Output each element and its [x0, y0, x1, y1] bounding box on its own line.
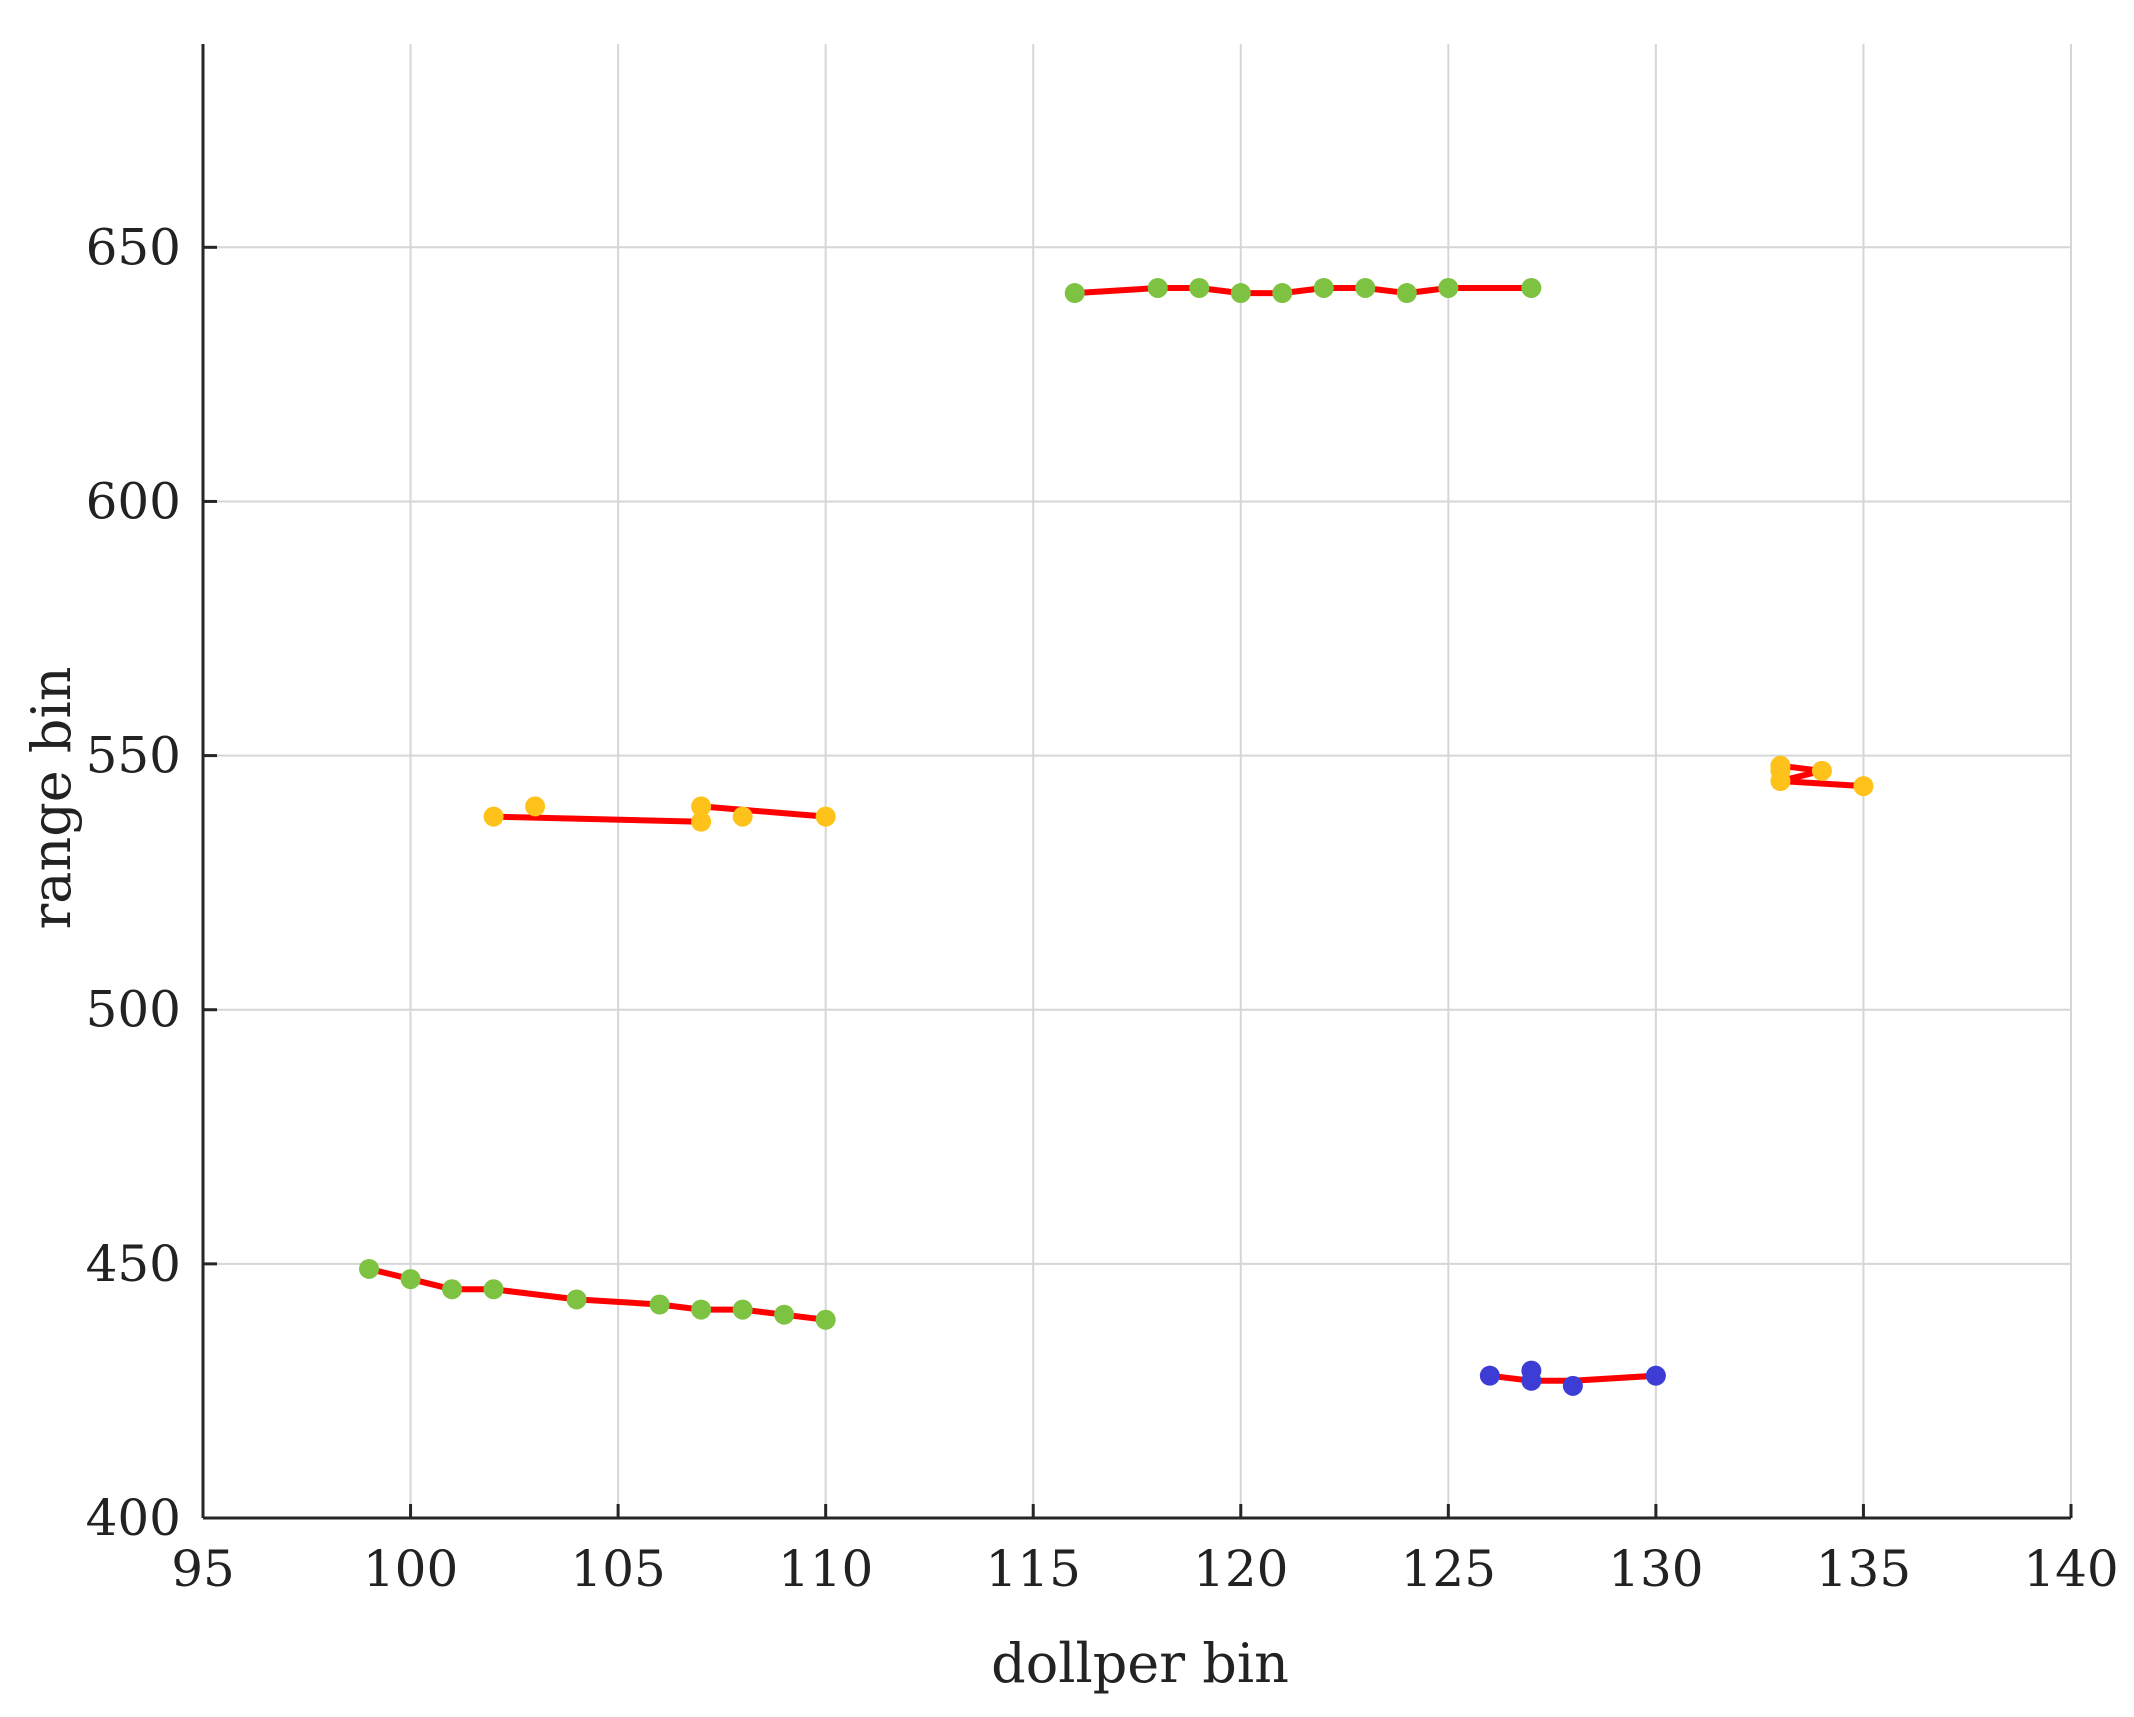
series-3-point-2 — [1770, 771, 1791, 791]
series-1-point-5 — [815, 806, 836, 827]
series-1-point-2 — [691, 811, 712, 832]
x-tick-label-3: 110 — [778, 1540, 873, 1598]
series-4 — [1479, 1360, 1666, 1396]
x-tick-label-5: 120 — [1193, 1540, 1288, 1598]
series-2-point-3 — [1230, 283, 1251, 304]
series-0 — [359, 1258, 836, 1330]
series-2-point-9 — [1521, 277, 1542, 298]
series-3-line — [1777, 762, 1867, 790]
series-1-point-4 — [732, 806, 753, 827]
series-4-point-3 — [1562, 1375, 1583, 1396]
series-3-point-4 — [1853, 776, 1874, 797]
series-3 — [1770, 755, 1874, 797]
series-2-point-2 — [1189, 277, 1210, 298]
data-layer — [359, 277, 1874, 1396]
series-2-point-1 — [1147, 277, 1168, 298]
series-3-point-3 — [1811, 760, 1832, 781]
y-tick-label-4: 600 — [86, 472, 181, 530]
series-2-point-5 — [1313, 277, 1334, 298]
series-2-point-0 — [1064, 283, 1085, 304]
axes-layer: 95 100 105 110 115 120 125 130 135 140 400 450 500 55… — [86, 44, 2119, 1598]
series-2-line — [1071, 285, 1535, 297]
series-2-point-8 — [1438, 277, 1459, 298]
series-2 — [1064, 277, 1542, 304]
series-0-point-8 — [774, 1304, 795, 1325]
series-0-point-3 — [483, 1279, 504, 1300]
series-1-point-1 — [525, 796, 546, 817]
series-1 — [483, 796, 836, 832]
y-tick-label-0: 400 — [86, 1489, 181, 1547]
series-0-point-2 — [442, 1279, 463, 1300]
series-2-point-7 — [1396, 283, 1417, 304]
x-tick-label-8: 135 — [1816, 1540, 1911, 1598]
series-0-point-0 — [359, 1258, 380, 1279]
series-0-line — [366, 1265, 829, 1323]
series-0-point-6 — [691, 1299, 712, 1320]
series-2-point-4 — [1272, 283, 1293, 304]
y-tick-label-1: 450 — [86, 1235, 181, 1293]
series-2-point-6 — [1355, 277, 1376, 298]
x-tick-label-2: 105 — [570, 1540, 665, 1598]
x-tick-label-7: 130 — [1608, 1540, 1703, 1598]
series-1-point-3 — [691, 796, 712, 817]
series-0-point-1 — [400, 1269, 421, 1290]
series-0-point-4 — [566, 1289, 587, 1310]
x-tick-label-6: 125 — [1401, 1540, 1496, 1598]
x-tick-label-9: 140 — [2023, 1540, 2118, 1598]
x-tick-label-0: 95 — [171, 1540, 235, 1598]
x-axis-title: dollper bin — [991, 1632, 1289, 1695]
series-4-point-0 — [1479, 1365, 1500, 1386]
series-0-point-9 — [815, 1309, 836, 1330]
series-4-point-2 — [1521, 1370, 1542, 1391]
series-0-point-7 — [732, 1299, 753, 1320]
series-4-line — [1486, 1372, 1659, 1384]
series-1-point-0 — [483, 806, 504, 827]
x-tick-label-1: 100 — [363, 1540, 458, 1598]
y-axis-title: range bin — [20, 666, 83, 929]
y-tick-label-5: 650 — [86, 218, 181, 276]
y-tick-label-2: 500 — [86, 981, 181, 1039]
series-4-point-4 — [1645, 1365, 1666, 1386]
x-tick-label-4: 115 — [986, 1540, 1081, 1598]
y-tick-label-3: 550 — [86, 727, 181, 785]
series-0-point-5 — [649, 1294, 670, 1315]
